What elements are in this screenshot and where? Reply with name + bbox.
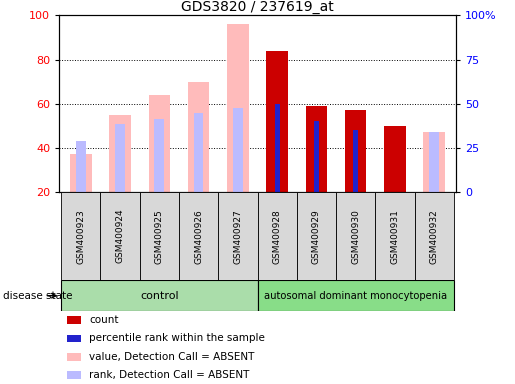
- Bar: [314, 121, 319, 192]
- Bar: [336, 192, 375, 280]
- Bar: [70, 154, 92, 192]
- Bar: [194, 113, 203, 192]
- Bar: [227, 24, 249, 192]
- Bar: [275, 104, 280, 192]
- Bar: [266, 51, 288, 192]
- Bar: [67, 353, 81, 361]
- Text: GSM400924: GSM400924: [115, 209, 125, 263]
- Bar: [61, 280, 258, 311]
- Bar: [154, 119, 164, 192]
- Bar: [258, 280, 454, 311]
- Bar: [415, 192, 454, 280]
- Bar: [109, 115, 131, 192]
- Text: value, Detection Call = ABSENT: value, Detection Call = ABSENT: [89, 352, 254, 362]
- Bar: [353, 130, 358, 192]
- Text: GSM400931: GSM400931: [390, 209, 400, 263]
- Text: autosomal dominant monocytopenia: autosomal dominant monocytopenia: [264, 291, 447, 301]
- Bar: [115, 124, 125, 192]
- Text: GSM400927: GSM400927: [233, 209, 243, 263]
- Text: percentile rank within the sample: percentile rank within the sample: [89, 333, 265, 343]
- Bar: [375, 192, 415, 280]
- Bar: [148, 95, 170, 192]
- Bar: [67, 371, 81, 379]
- Bar: [76, 141, 85, 192]
- Bar: [384, 126, 406, 192]
- Text: GSM400925: GSM400925: [155, 209, 164, 263]
- Bar: [218, 192, 258, 280]
- Bar: [61, 192, 100, 280]
- Text: rank, Detection Call = ABSENT: rank, Detection Call = ABSENT: [89, 370, 249, 380]
- Bar: [233, 108, 243, 192]
- Bar: [67, 316, 81, 324]
- Bar: [188, 82, 210, 192]
- Bar: [297, 192, 336, 280]
- Text: GSM400926: GSM400926: [194, 209, 203, 263]
- Text: GSM400929: GSM400929: [312, 209, 321, 263]
- Bar: [179, 192, 218, 280]
- Text: disease state: disease state: [3, 291, 72, 301]
- Bar: [100, 192, 140, 280]
- Bar: [140, 192, 179, 280]
- Text: GSM400928: GSM400928: [272, 209, 282, 263]
- Bar: [258, 192, 297, 280]
- Text: GSM400932: GSM400932: [430, 209, 439, 263]
- Text: count: count: [89, 315, 118, 325]
- Text: GSM400923: GSM400923: [76, 209, 85, 263]
- Text: GSM400930: GSM400930: [351, 209, 360, 263]
- Bar: [67, 334, 81, 343]
- Bar: [423, 132, 445, 192]
- Text: control: control: [140, 291, 179, 301]
- Title: GDS3820 / 237619_at: GDS3820 / 237619_at: [181, 0, 334, 14]
- Bar: [430, 132, 439, 192]
- Bar: [345, 110, 367, 192]
- Bar: [305, 106, 327, 192]
